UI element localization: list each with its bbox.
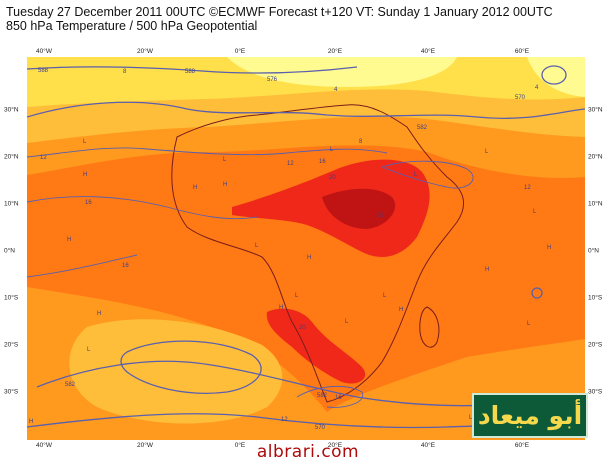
map-title-block: Tuesday 27 December 2011 00UTC ©ECMWF Fo…: [6, 5, 553, 33]
lat-label-right: 30°S: [588, 388, 603, 396]
temp-band-south-hot: [266, 308, 366, 384]
lat-label-left: 30°N: [4, 106, 19, 114]
low-pressure-marker: L: [255, 243, 259, 249]
low-pressure-marker: L: [527, 321, 531, 327]
low-pressure-marker: L: [469, 415, 473, 421]
temperature-isotherm: [296, 385, 364, 408]
low-pressure-marker: L: [295, 293, 299, 299]
lon-label-top: 0°E: [234, 48, 246, 55]
low-pressure-marker: L: [87, 347, 91, 353]
low-pressure-marker: L: [485, 149, 489, 155]
contour-label: 16: [85, 200, 92, 206]
temp-band-north-pale: [227, 57, 457, 87]
lat-label-left: 20°N: [4, 153, 19, 161]
temperature-isotherm: [27, 254, 138, 278]
contour-label: 20: [329, 175, 336, 181]
contour-label: 20: [377, 213, 384, 219]
weather-map: 588 582 582 582 576 570 570 588 8 8 12 1…: [27, 57, 585, 440]
contour-label: 12: [281, 417, 288, 423]
arabic-logo-text: أبو ميعاد: [477, 401, 583, 430]
lon-label-bottom: 40°E: [420, 442, 436, 449]
low-pressure-marker: L: [533, 209, 537, 215]
high-pressure-marker: H: [279, 305, 284, 311]
coastline-africa: [171, 104, 465, 403]
lon-label-bottom: 60°E: [514, 442, 530, 449]
geopotential-contour-ring: [541, 65, 567, 85]
temperature-isotherm: [27, 147, 388, 158]
contour-label: 4: [535, 85, 539, 91]
high-pressure-marker: H: [307, 255, 312, 261]
contour-label: 582: [417, 125, 428, 131]
lat-label-right: 10°N: [588, 200, 603, 208]
lat-label-left: 30°S: [4, 388, 19, 396]
contour-label: 16: [335, 395, 342, 401]
low-pressure-marker: L: [345, 319, 349, 325]
temp-band-southwest-yellow: [69, 319, 283, 424]
contour-label: 12: [524, 185, 531, 191]
geopotential-contour: [120, 340, 262, 394]
high-pressure-marker: H: [29, 419, 34, 425]
contour-label: 576: [267, 77, 278, 83]
site-watermark: albrari.com: [256, 442, 360, 462]
geopotential-contour-ring: [531, 287, 543, 299]
contour-label: 582: [65, 382, 76, 388]
high-pressure-marker: H: [223, 182, 228, 188]
contour-label: 8: [359, 139, 363, 145]
contour-label: 588: [38, 68, 49, 74]
contour-label: 16: [319, 159, 326, 165]
geopotential-contour: [27, 66, 358, 74]
low-pressure-marker: L: [330, 147, 334, 153]
temp-band-sahel-core: [322, 188, 396, 229]
contour-label: 4: [334, 87, 338, 93]
contour-label: 16: [122, 263, 129, 269]
weather-map-svg: [27, 57, 585, 440]
lon-label-top: 40°E: [420, 48, 436, 55]
lon-label-bottom: 0°E: [234, 442, 246, 449]
geopotential-contour: [27, 101, 585, 120]
contour-label: 20: [299, 325, 306, 331]
arabic-logo: أبو ميعاد: [472, 393, 588, 438]
low-pressure-marker: L: [383, 293, 387, 299]
contour-label: 570: [515, 95, 526, 101]
high-pressure-marker: H: [97, 311, 102, 317]
lat-label-left: 10°N: [4, 200, 19, 208]
lon-label-bottom: 20°E: [327, 442, 343, 449]
temp-band-northeast-pale: [527, 57, 585, 97]
contour-label: 570: [315, 425, 326, 431]
high-pressure-marker: H: [83, 172, 88, 178]
map-subtitle: 850 hPa Temperature / 500 hPa Geopotenti…: [6, 19, 258, 33]
temperature-isotherm: [27, 196, 258, 220]
lon-label-top: 40°W: [36, 48, 52, 55]
coastline-madagascar: [419, 306, 440, 348]
contour-label: 582: [317, 393, 328, 399]
temperature-isotherm: [380, 160, 474, 189]
high-pressure-marker: H: [193, 185, 198, 191]
contour-label: 8: [123, 69, 127, 75]
contour-label: 12: [40, 155, 47, 161]
lat-label-left: 0°N: [4, 247, 15, 255]
lon-label-top: 60°E: [514, 48, 530, 55]
lat-label-right: 30°N: [588, 106, 603, 114]
map-title: Tuesday 27 December 2011 00UTC ©ECMWF Fo…: [6, 5, 553, 19]
lon-label-top: 20°E: [327, 48, 343, 55]
lat-label-right: 20°N: [588, 153, 603, 161]
contour-label: 588: [185, 69, 196, 75]
contour-label: 12: [287, 161, 294, 167]
low-pressure-marker: L: [223, 157, 227, 163]
high-pressure-marker: H: [485, 267, 490, 273]
lat-label-left: 20°S: [4, 341, 19, 349]
low-pressure-marker: L: [83, 139, 87, 145]
high-pressure-marker: H: [399, 307, 404, 313]
lat-label-right: 0°N: [588, 247, 599, 255]
lat-label-left: 10°S: [4, 294, 19, 302]
lon-label-bottom: 40°W: [36, 442, 52, 449]
lat-label-right: 20°S: [588, 341, 603, 349]
lon-label-bottom: 20°W: [137, 442, 153, 449]
lon-label-top: 20°W: [137, 48, 153, 55]
lat-label-right: 10°S: [588, 294, 603, 302]
high-pressure-marker: H: [67, 237, 72, 243]
low-pressure-marker: L: [414, 172, 418, 178]
high-pressure-marker: H: [547, 245, 552, 251]
